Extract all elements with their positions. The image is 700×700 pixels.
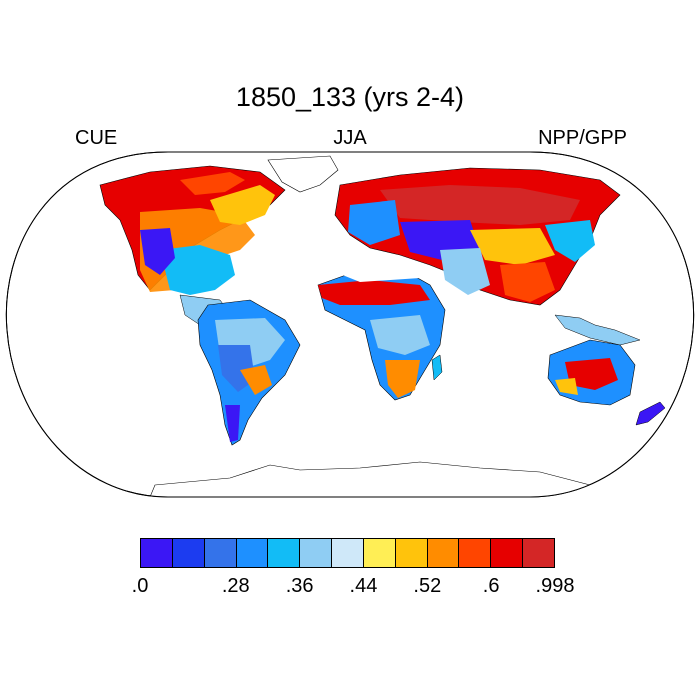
colorbar-tick-label: .44 bbox=[349, 575, 378, 597]
colorbar-box bbox=[141, 539, 173, 567]
colorbar-box bbox=[491, 539, 524, 567]
colorbar-box bbox=[236, 539, 269, 567]
madagascar bbox=[431, 354, 443, 381]
colorbar-box bbox=[332, 539, 364, 567]
antarctica bbox=[149, 461, 601, 497]
map-title: 1850_133 (yrs 2-4) bbox=[235, 82, 465, 112]
colorbar-tick-label: .0 bbox=[131, 575, 149, 597]
colorbar-box bbox=[363, 539, 396, 567]
colorbar bbox=[140, 538, 555, 568]
southeast-asia-islands bbox=[554, 314, 641, 346]
right-label: NPP/GPP bbox=[538, 127, 627, 149]
australia bbox=[547, 339, 636, 406]
new-zealand bbox=[635, 401, 666, 426]
colorbar-tick-label: .36 bbox=[285, 575, 314, 597]
colorbar-box bbox=[523, 539, 554, 567]
colorbar-box bbox=[427, 539, 460, 567]
left-label: CUE bbox=[75, 127, 118, 149]
center-label: JJA bbox=[333, 127, 367, 149]
colorbar-box bbox=[395, 539, 428, 567]
colorbar-tick-label: .6 bbox=[482, 575, 500, 597]
greenland bbox=[267, 155, 339, 193]
colorbar-box bbox=[459, 539, 492, 567]
colorbar-box bbox=[300, 539, 333, 567]
eurasia bbox=[334, 167, 621, 306]
north-america bbox=[99, 165, 286, 331]
colorbar-box bbox=[204, 539, 237, 567]
colorbar-tick-label: .28 bbox=[221, 575, 250, 597]
colorbar-box bbox=[268, 539, 301, 567]
colorbar-tick-label: .52 bbox=[413, 575, 442, 597]
south-america bbox=[197, 299, 301, 446]
colorbar-tick-label: .998 bbox=[535, 575, 575, 597]
africa bbox=[317, 262, 446, 401]
colorbar-box bbox=[172, 539, 205, 567]
